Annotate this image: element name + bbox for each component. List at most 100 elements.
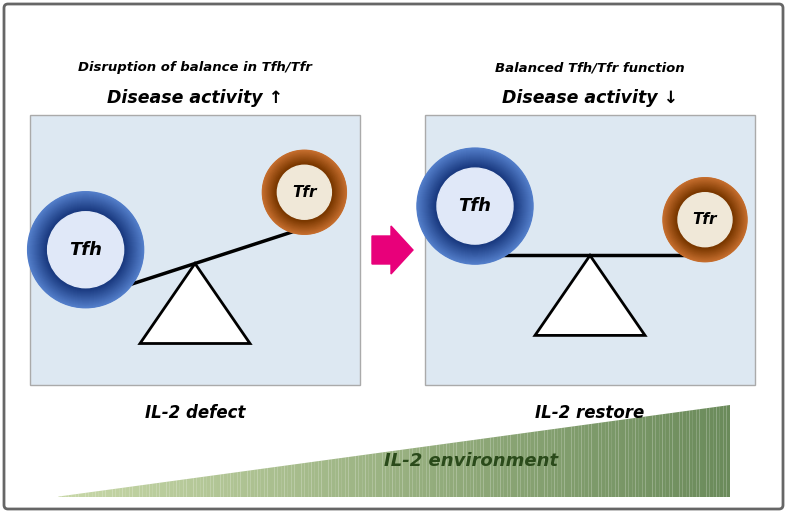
- Polygon shape: [629, 418, 632, 497]
- Circle shape: [674, 188, 737, 251]
- Polygon shape: [332, 459, 335, 497]
- Circle shape: [45, 209, 127, 291]
- Circle shape: [273, 161, 335, 224]
- Circle shape: [31, 194, 141, 305]
- Circle shape: [46, 210, 125, 289]
- Polygon shape: [517, 433, 521, 497]
- Circle shape: [678, 193, 732, 247]
- Circle shape: [266, 154, 343, 231]
- Polygon shape: [673, 412, 676, 497]
- Circle shape: [424, 155, 526, 257]
- Circle shape: [275, 163, 334, 221]
- Circle shape: [421, 152, 529, 260]
- Polygon shape: [318, 461, 322, 497]
- Circle shape: [268, 156, 341, 228]
- Circle shape: [422, 153, 528, 259]
- Polygon shape: [427, 446, 430, 497]
- Polygon shape: [635, 418, 639, 497]
- Circle shape: [38, 202, 134, 298]
- Circle shape: [39, 203, 132, 297]
- Text: Disruption of balance in Tfh/Tfr: Disruption of balance in Tfh/Tfr: [78, 62, 312, 74]
- Circle shape: [670, 184, 741, 255]
- Circle shape: [264, 152, 345, 233]
- Polygon shape: [470, 440, 474, 497]
- Polygon shape: [484, 438, 487, 497]
- Polygon shape: [403, 449, 406, 497]
- Polygon shape: [564, 427, 568, 497]
- Circle shape: [671, 185, 740, 254]
- Polygon shape: [660, 414, 663, 497]
- Circle shape: [667, 182, 742, 257]
- Polygon shape: [183, 479, 187, 497]
- Polygon shape: [464, 441, 467, 497]
- Circle shape: [43, 207, 128, 292]
- Circle shape: [419, 150, 531, 263]
- Polygon shape: [180, 480, 183, 497]
- Polygon shape: [608, 421, 611, 497]
- Polygon shape: [703, 408, 707, 497]
- Circle shape: [270, 158, 339, 227]
- Polygon shape: [102, 490, 105, 497]
- Polygon shape: [548, 429, 551, 497]
- Polygon shape: [173, 481, 176, 497]
- Polygon shape: [615, 420, 619, 497]
- Polygon shape: [379, 452, 382, 497]
- Polygon shape: [460, 441, 464, 497]
- Circle shape: [263, 151, 345, 233]
- Polygon shape: [508, 435, 511, 497]
- Circle shape: [42, 206, 130, 293]
- Circle shape: [39, 203, 133, 297]
- Circle shape: [36, 201, 135, 299]
- Text: Balanced Tfh/Tfr function: Balanced Tfh/Tfr function: [495, 62, 685, 74]
- Polygon shape: [497, 436, 501, 497]
- Circle shape: [674, 189, 736, 250]
- Polygon shape: [538, 431, 541, 497]
- Circle shape: [674, 189, 735, 250]
- Polygon shape: [281, 466, 284, 497]
- Polygon shape: [423, 446, 427, 497]
- Polygon shape: [527, 432, 531, 497]
- Circle shape: [28, 192, 144, 308]
- Polygon shape: [639, 417, 642, 497]
- Circle shape: [275, 163, 334, 222]
- Polygon shape: [315, 461, 318, 497]
- Polygon shape: [166, 481, 170, 497]
- Circle shape: [420, 151, 530, 261]
- Circle shape: [669, 184, 741, 255]
- Circle shape: [428, 160, 522, 253]
- Polygon shape: [534, 431, 538, 497]
- Polygon shape: [72, 494, 76, 497]
- Circle shape: [423, 153, 527, 259]
- Polygon shape: [231, 472, 234, 497]
- Circle shape: [425, 156, 525, 256]
- Polygon shape: [541, 430, 545, 497]
- Polygon shape: [531, 431, 534, 497]
- Circle shape: [432, 163, 518, 249]
- Polygon shape: [514, 434, 517, 497]
- Text: Tfr: Tfr: [292, 185, 316, 200]
- Polygon shape: [142, 485, 146, 497]
- Polygon shape: [338, 458, 342, 497]
- Circle shape: [430, 161, 520, 251]
- Polygon shape: [611, 421, 615, 497]
- Polygon shape: [578, 425, 582, 497]
- Circle shape: [423, 154, 527, 258]
- Circle shape: [429, 160, 521, 252]
- Polygon shape: [490, 437, 493, 497]
- Polygon shape: [693, 409, 696, 497]
- Polygon shape: [375, 453, 379, 497]
- Circle shape: [266, 154, 342, 230]
- Polygon shape: [696, 409, 700, 497]
- Polygon shape: [619, 420, 622, 497]
- Polygon shape: [396, 450, 399, 497]
- Circle shape: [35, 200, 136, 300]
- Polygon shape: [568, 427, 571, 497]
- Text: IL-2 environment: IL-2 environment: [384, 452, 558, 470]
- Polygon shape: [386, 451, 389, 497]
- Circle shape: [437, 168, 513, 244]
- Polygon shape: [160, 482, 163, 497]
- Circle shape: [36, 200, 135, 300]
- Polygon shape: [558, 428, 561, 497]
- Polygon shape: [153, 483, 157, 497]
- Circle shape: [31, 195, 140, 304]
